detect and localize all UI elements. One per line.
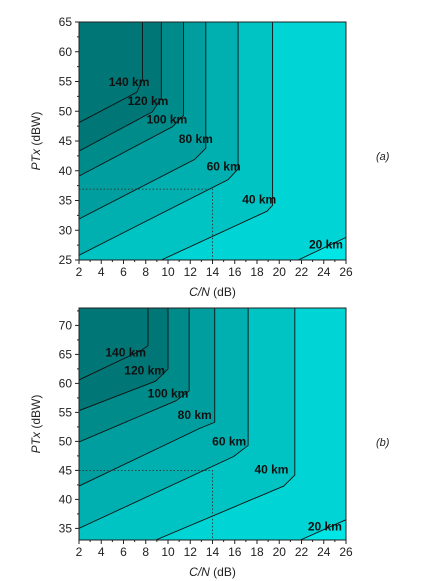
dotted-marker: [79, 188, 213, 260]
contour-label: 60 km: [212, 435, 246, 449]
contour-line-100-km: [79, 22, 185, 177]
y-axis-label: PTx (dBW): [29, 395, 43, 454]
contour-line-20-km: [297, 236, 346, 260]
x-tick-label: 18: [250, 265, 264, 279]
contour-label: 60 km: [207, 159, 241, 173]
x-tick-label: 24: [317, 265, 331, 279]
x-tick-label: 20: [273, 265, 287, 279]
contour-label: 140 km: [105, 345, 146, 359]
plot-area: [79, 22, 346, 260]
y-tick-label: 60: [59, 376, 73, 390]
contour-label: 40 km: [254, 463, 288, 477]
x-tick-label: 10: [161, 545, 175, 559]
y-tick-label: 65: [59, 347, 73, 361]
x-tick-label: 8: [142, 265, 149, 279]
contour-label: 100 km: [148, 387, 189, 401]
x-tick-label: 18: [250, 545, 264, 559]
contour-line-40-km: [155, 308, 296, 540]
x-tick-label: 2: [76, 545, 83, 559]
y-tick-label: 30: [59, 223, 73, 237]
x-tick-label: 16: [228, 545, 242, 559]
y-tick-label: 45: [59, 463, 73, 477]
contour-label: 40 km: [242, 193, 276, 207]
x-tick-label: 20: [273, 545, 287, 559]
x-tick-label: 10: [161, 265, 175, 279]
y-tick-label: 55: [59, 75, 73, 89]
contour-label: 80 km: [178, 408, 212, 422]
y-axis-label: PTx (dBW): [29, 112, 43, 171]
x-tick-label: 26: [339, 265, 353, 279]
x-tick-label: 22: [295, 545, 309, 559]
y-tick-label: 55: [59, 405, 73, 419]
x-tick-label: 2: [76, 265, 83, 279]
y-tick-label: 70: [59, 318, 73, 332]
y-tick-label: 25: [59, 253, 73, 267]
plot-area: [79, 308, 346, 540]
contour-label: 80 km: [179, 132, 213, 146]
x-tick-label: 4: [98, 265, 105, 279]
x-tick-label: 12: [184, 545, 198, 559]
contour-line-40-km: [161, 22, 274, 260]
contour-line-140-km: [79, 22, 143, 123]
y-tick-label: 35: [59, 194, 73, 208]
contour-line-120-km: [79, 22, 162, 152]
contour-label: 20 km: [308, 519, 342, 533]
y-tick-label: 40: [59, 492, 73, 506]
x-tick-label: 4: [98, 545, 105, 559]
x-tick-label: 16: [228, 265, 242, 279]
dotted-marker: [79, 469, 213, 540]
x-tick-label: 6: [120, 265, 127, 279]
contour-label: 100 km: [147, 112, 188, 126]
contour-line-140-km: [79, 308, 149, 381]
x-tick-label: 6: [120, 545, 127, 559]
panel-tag: (a): [376, 151, 390, 163]
panel-tag: (b): [376, 437, 390, 449]
y-tick-label: 50: [59, 434, 73, 448]
contour-line-80-km: [79, 308, 216, 487]
y-tick-label: 40: [59, 164, 73, 178]
contour-label: 120 km: [128, 94, 169, 108]
contour-line-60-km: [79, 22, 239, 256]
x-tick-label: 22: [295, 265, 309, 279]
contour-line-60-km: [79, 308, 249, 529]
x-tick-label: 8: [142, 545, 149, 559]
contour-label: 140 km: [109, 75, 150, 89]
contour-line-80-km: [79, 22, 207, 220]
x-axis-label: C/N (dB): [189, 285, 236, 299]
y-tick-label: 45: [59, 134, 73, 148]
y-tick-label: 35: [59, 521, 73, 535]
contour-label: 120 km: [124, 363, 165, 377]
x-axis-label: C/N (dB): [189, 565, 236, 579]
y-tick-label: 50: [59, 104, 73, 118]
contour-line-120-km: [79, 308, 169, 412]
x-tick-label: 12: [184, 265, 198, 279]
contour-label: 20 km: [309, 237, 343, 251]
x-tick-label: 24: [317, 545, 331, 559]
x-tick-label: 14: [206, 265, 220, 279]
y-tick-label: 60: [59, 45, 73, 59]
x-tick-label: 14: [206, 545, 220, 559]
contour-line-100-km: [79, 308, 190, 443]
y-tick-label: 65: [59, 15, 73, 29]
x-tick-label: 26: [339, 545, 353, 559]
contour-line-20-km: [300, 519, 346, 540]
band-fill-140-km: [79, 308, 148, 380]
